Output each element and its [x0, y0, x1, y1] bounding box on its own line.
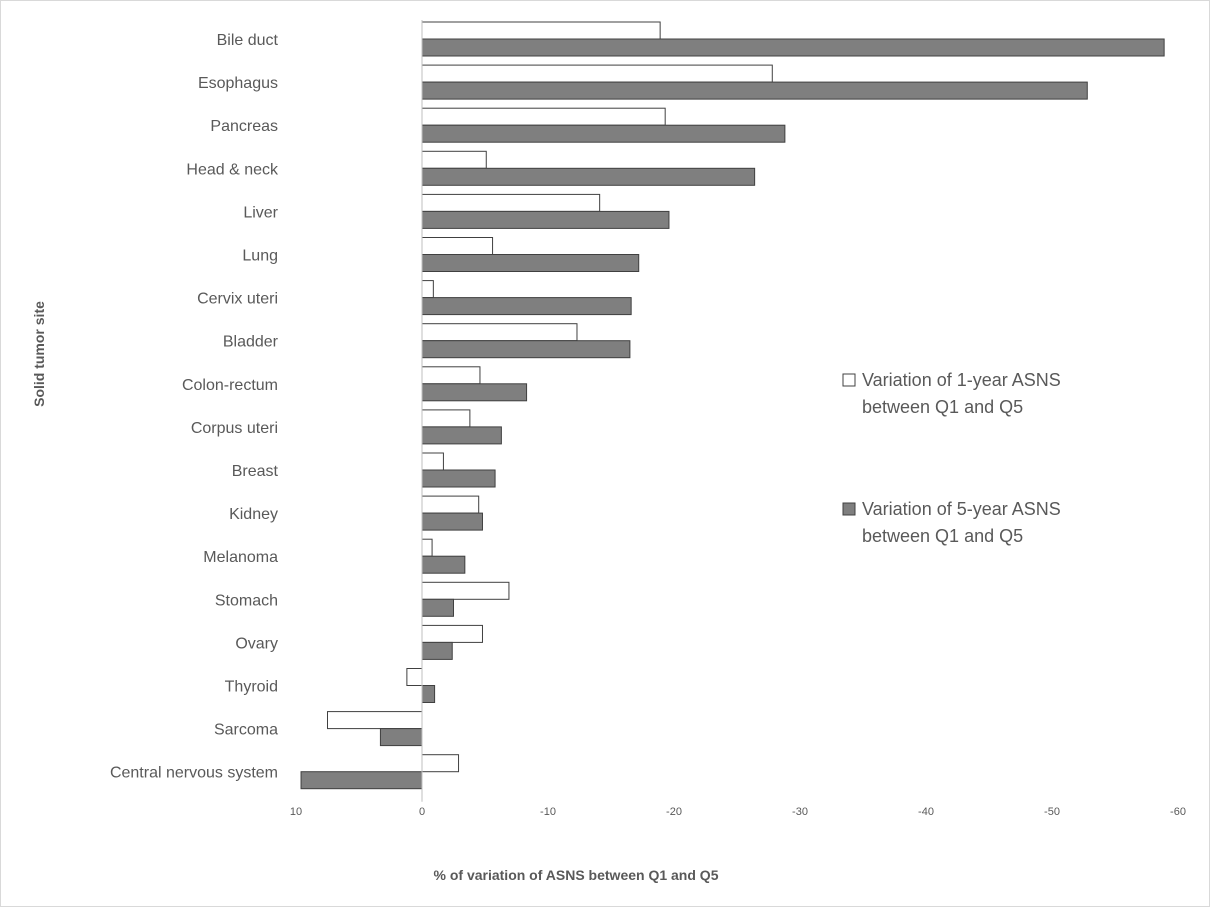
category-label: Ovary	[235, 635, 278, 652]
category-label: Kidney	[229, 506, 278, 523]
bar-5-year	[421, 555, 466, 574]
bar-1-year	[421, 581, 510, 600]
bar-5-year	[421, 210, 670, 229]
bar-1-year	[421, 409, 471, 428]
legend-swatch-1-year	[842, 373, 856, 387]
bar-5-year	[421, 38, 1165, 57]
bar-1-year	[421, 64, 773, 83]
bar-1-year	[421, 495, 480, 514]
bar-1-year	[421, 366, 481, 385]
legend-label-5-year: Variation of 5-year ASNS	[862, 499, 1061, 519]
x-tick-label: -10	[540, 806, 556, 818]
bar-5-year	[421, 598, 454, 617]
bar-1-year	[421, 150, 487, 169]
bar-5-year	[421, 383, 528, 402]
x-tick-label: -40	[918, 806, 934, 818]
category-label: Colon-rectum	[182, 377, 278, 394]
bar-5-year	[421, 512, 483, 531]
legend-label-1-year: between Q1 and Q5	[862, 397, 1023, 417]
bar-5-year	[421, 167, 756, 186]
legend-swatch-5-year	[842, 502, 856, 516]
category-label: Melanoma	[203, 549, 278, 566]
x-tick-label: -50	[1044, 806, 1060, 818]
x-tick-label: -20	[666, 806, 682, 818]
category-label: Bile duct	[217, 32, 279, 49]
category-label: Sarcoma	[214, 722, 278, 739]
bar-5-year	[421, 469, 496, 488]
category-label: Stomach	[215, 592, 278, 609]
bar-5-year	[421, 641, 453, 660]
bar-1-year	[421, 624, 483, 643]
x-tick-label: 10	[290, 806, 302, 818]
x-tick-label: -30	[792, 806, 808, 818]
category-labels: Bile duct Esophagus Pancreas Head & neck Liv…	[110, 32, 279, 782]
bar-1-year	[421, 21, 661, 40]
category-label: Bladder	[223, 334, 279, 351]
category-label: Breast	[232, 463, 279, 480]
x-axis-title: % of variation of ASNS between Q1 and Q5	[434, 867, 719, 883]
legend: Variation of 1-year ASNS between Q1 and Q…	[842, 370, 1061, 546]
bar-5-year	[421, 124, 786, 143]
x-tick-labels: 10 0 -10 -20 -30 -40 -50 -60	[290, 806, 1186, 818]
category-label: Head & neck	[186, 161, 279, 178]
x-tick-label: -60	[1170, 806, 1186, 818]
bar-5-year	[421, 426, 502, 445]
bar-5-year	[421, 254, 640, 272]
bar-1-year	[421, 754, 460, 773]
bar-5-year	[421, 340, 631, 359]
category-label: Corpus uteri	[191, 420, 278, 437]
legend-label-1-year: Variation of 1-year ASNS	[862, 370, 1061, 390]
bar-1-year	[421, 323, 578, 342]
category-label: Liver	[243, 204, 278, 221]
category-label: Lung	[242, 248, 278, 265]
bar-1-year	[421, 193, 601, 212]
bar-1-year	[421, 538, 433, 557]
category-label: Central nervous system	[110, 765, 278, 782]
bar-5-year	[421, 297, 632, 316]
bar-5-year	[421, 685, 436, 703]
category-label: Thyroid	[225, 679, 278, 696]
y-axis-title: Solid tumor site	[31, 301, 47, 407]
bar-1-year	[406, 668, 423, 686]
bar-5-year	[421, 81, 1088, 100]
bar-1-year	[421, 280, 434, 299]
bar-1-year	[421, 452, 444, 471]
bar-1-year	[421, 107, 666, 126]
bar-5-year	[379, 728, 423, 747]
bar-1-year	[327, 711, 423, 730]
bar-5-year	[300, 771, 423, 790]
legend-label-5-year: between Q1 and Q5	[862, 526, 1023, 546]
category-label: Esophagus	[198, 75, 278, 92]
x-tick-label: 0	[419, 806, 425, 818]
bar-1-year	[421, 237, 494, 255]
category-label: Cervix uteri	[197, 291, 278, 308]
category-label: Pancreas	[210, 118, 278, 135]
bars-layer	[300, 21, 1165, 790]
